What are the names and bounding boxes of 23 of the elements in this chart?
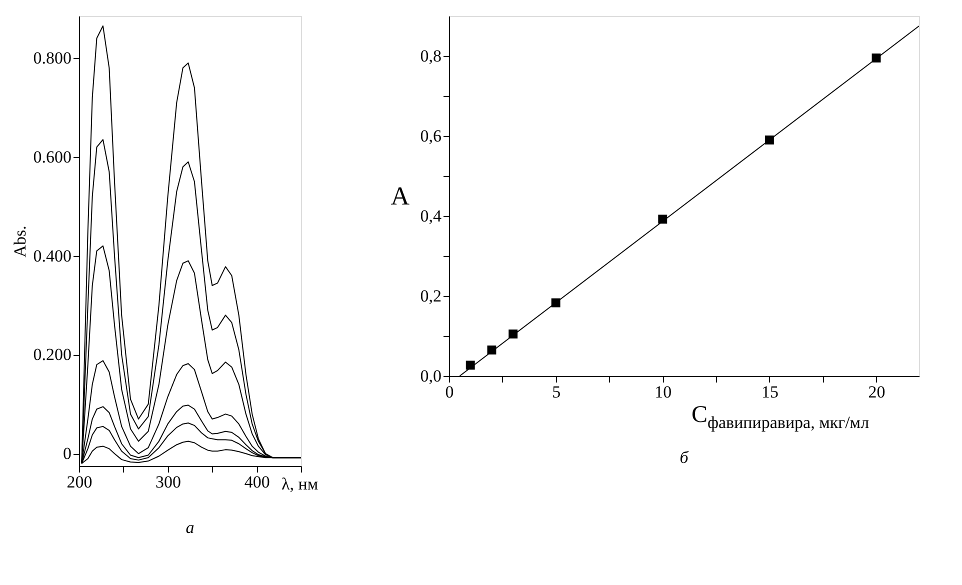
y-tick-label: 0.200: [33, 345, 72, 364]
text: а: [186, 518, 194, 537]
x-tick-label: 400: [244, 472, 270, 492]
y-axis-title: A: [390, 182, 410, 210]
x-tick-label: 0: [445, 382, 454, 402]
y-tick-label: 0.600: [33, 147, 72, 166]
y-tick-label: 0,4: [420, 206, 442, 226]
x-tick-label: 10: [654, 382, 672, 402]
y-tick-label: 0,0: [420, 366, 442, 386]
y-tick-label: 0,6: [420, 126, 442, 146]
text: б: [680, 448, 689, 467]
y-tick-label: 0,8: [420, 46, 442, 66]
y-tick-label: 0: [63, 444, 72, 464]
x-tick-label: 20: [868, 382, 886, 402]
y-tick-label: 0.400: [33, 246, 72, 266]
x-tick-label: 300: [156, 472, 182, 492]
y-tick-label: 0.800: [33, 48, 72, 68]
x-tick-label: 200: [66, 472, 92, 492]
x-tick-label: 5: [552, 382, 561, 402]
y-tick-label: 0,2: [420, 286, 442, 306]
x-axis-title: λ, нм: [282, 474, 318, 494]
y-axis-title: Abs.: [10, 226, 30, 258]
x-tick-label: 15: [761, 382, 778, 402]
